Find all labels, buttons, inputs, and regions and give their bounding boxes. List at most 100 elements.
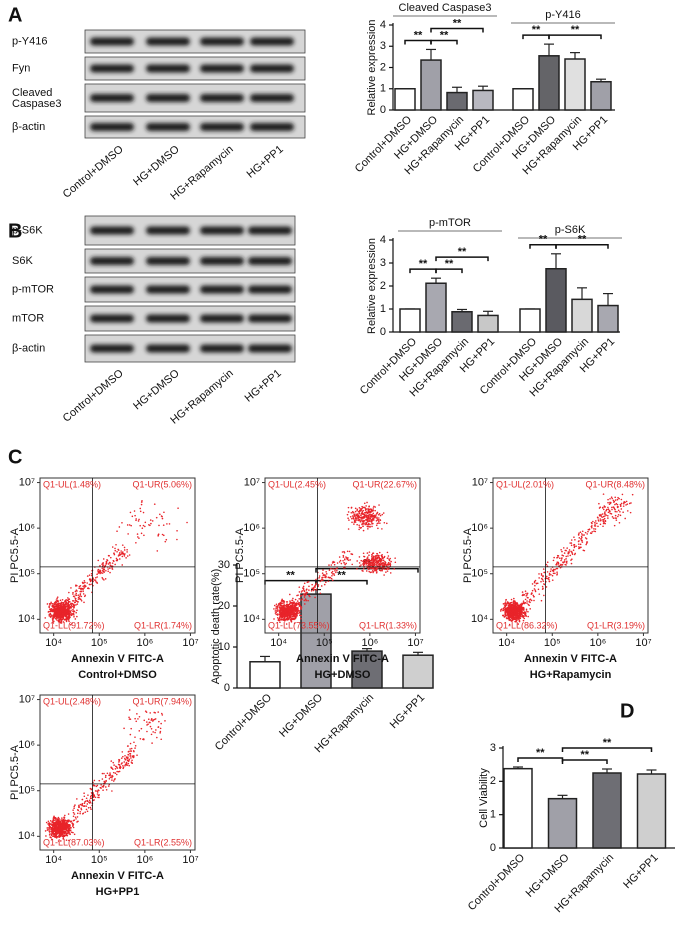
event-dot	[52, 610, 54, 612]
event-dot	[607, 517, 609, 519]
event-dot	[162, 534, 165, 537]
event-dot	[76, 590, 78, 592]
event-dot	[80, 590, 82, 593]
event-dot	[502, 609, 504, 612]
event-dot	[76, 798, 78, 800]
event-dot	[602, 493, 605, 495]
event-dot	[65, 827, 68, 830]
band	[90, 285, 134, 294]
event-dot	[599, 514, 602, 517]
event-dot	[350, 553, 352, 555]
event-dot	[294, 605, 297, 607]
event-dot	[342, 554, 345, 557]
event-dot	[70, 587, 72, 589]
event-dot	[577, 543, 580, 545]
event-dot	[518, 614, 520, 616]
event-dot	[549, 570, 552, 573]
event-dot	[523, 594, 526, 596]
quadrant-label: Q1-LL(73.55%)	[268, 620, 330, 630]
event-dot	[60, 616, 63, 619]
event-dot	[118, 759, 121, 762]
event-dot	[69, 825, 71, 827]
event-dot	[285, 618, 287, 620]
event-dot	[361, 512, 363, 514]
event-dot	[372, 559, 375, 562]
blot-row-label: β-actin	[12, 121, 45, 133]
event-dot	[103, 579, 105, 581]
event-dot	[105, 774, 107, 777]
event-dot	[68, 600, 71, 603]
event-dot	[515, 618, 517, 620]
event-dot	[70, 607, 72, 609]
event-dot	[111, 779, 113, 781]
event-dot	[522, 593, 524, 596]
event-dot	[361, 510, 364, 513]
event-dot	[614, 514, 617, 517]
event-dot	[294, 612, 297, 615]
event-dot	[90, 808, 92, 810]
event-dot	[556, 571, 558, 573]
event-dot	[293, 615, 295, 618]
event-dot	[139, 507, 142, 510]
event-dot	[281, 608, 284, 611]
event-dot	[365, 519, 367, 521]
event-dot	[368, 511, 370, 513]
event-dot	[379, 522, 381, 524]
event-dot	[533, 599, 535, 602]
event-dot	[67, 613, 70, 616]
event-dot	[59, 612, 62, 614]
event-dot	[130, 524, 132, 527]
event-dot	[363, 512, 366, 514]
event-dot	[363, 502, 366, 505]
event-dot	[76, 821, 78, 823]
y-axis-label: PI PC5.5-A	[9, 744, 21, 800]
event-dot	[517, 623, 520, 625]
event-dot	[515, 606, 518, 609]
event-dot	[614, 499, 617, 501]
y-tick-label: 10⁵	[18, 568, 35, 580]
event-dot	[80, 598, 82, 601]
event-dot	[98, 570, 101, 573]
event-dot	[60, 614, 63, 617]
event-dot	[64, 819, 66, 821]
event-dot	[82, 590, 84, 593]
event-dot	[599, 518, 602, 520]
event-dot	[554, 572, 556, 575]
event-dot	[369, 515, 372, 518]
sample-name: Control+DMSO	[78, 669, 157, 681]
event-dot	[518, 618, 521, 620]
event-dot	[331, 579, 334, 582]
event-dot	[115, 557, 118, 560]
event-dot	[509, 605, 512, 607]
event-dot	[371, 525, 373, 528]
x-tick-label: 10⁶	[361, 637, 378, 649]
event-dot	[347, 506, 350, 509]
event-dot	[567, 552, 570, 555]
event-dot	[561, 564, 563, 566]
event-dot	[552, 570, 555, 572]
y-tick-label: 10⁷	[244, 476, 260, 488]
quadrant-label: Q1-UL(1.48%)	[43, 479, 101, 489]
event-dot	[285, 601, 288, 603]
event-dot	[508, 615, 511, 618]
event-dot	[509, 619, 512, 621]
event-dot	[49, 820, 52, 822]
event-dot	[287, 606, 290, 608]
event-dot	[507, 613, 509, 616]
event-dot	[512, 618, 515, 620]
event-dot	[101, 567, 104, 569]
event-dot	[68, 591, 70, 594]
event-dot	[62, 604, 65, 607]
event-dot	[333, 563, 336, 566]
event-dot	[151, 742, 153, 744]
event-dot	[325, 573, 328, 575]
band	[146, 37, 190, 46]
event-dot	[629, 511, 632, 514]
event-dot	[368, 570, 370, 573]
event-dot	[580, 533, 583, 535]
event-dot	[57, 603, 60, 605]
event-dot	[540, 573, 543, 575]
event-dot	[613, 524, 616, 527]
x-tick-label: 10⁷	[182, 854, 198, 866]
event-dot	[88, 802, 91, 804]
